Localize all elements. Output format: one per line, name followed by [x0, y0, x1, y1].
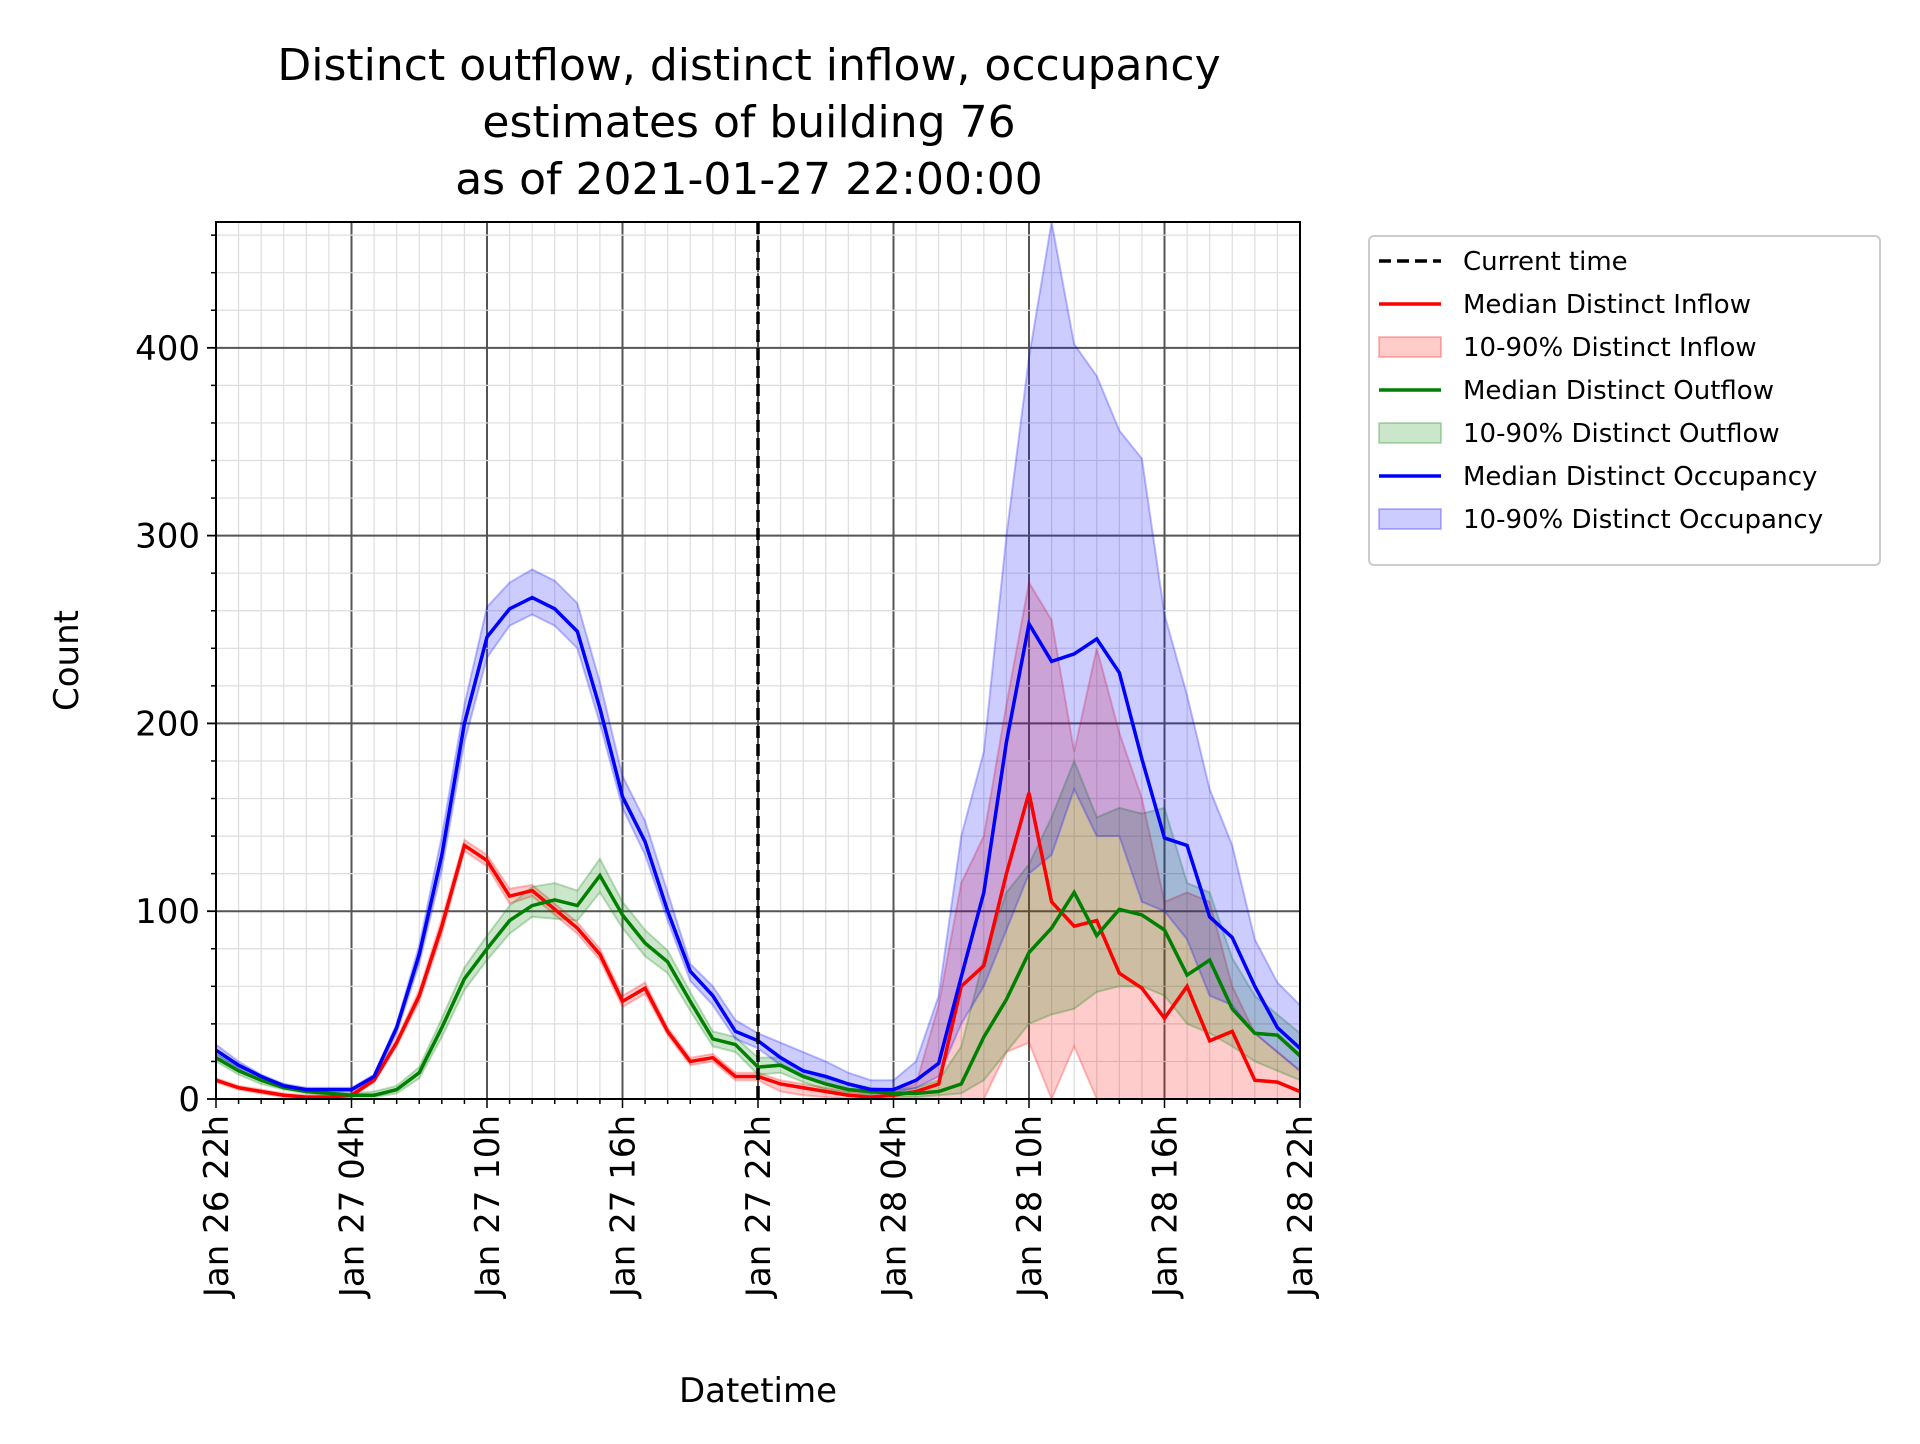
x-tick-label: Jan 28 22h [1281, 1115, 1321, 1299]
line [215, 872, 1302, 1097]
x-tick-label: Jan 27 04h [333, 1115, 373, 1299]
legend-label: Current time [1463, 247, 1628, 277]
y-tick-label: 300 [135, 517, 200, 557]
legend-swatch [1378, 508, 1442, 530]
axes: 0 100 200 300 400 Jan 26 22h Jan 27 04h Jan 27 … [47, 221, 1321, 1411]
x-tick-label: Jan 27 10h [468, 1115, 508, 1299]
legend-label: 10-90% Distinct Occupancy [1463, 505, 1823, 535]
chart-title: estimates of building 76 [482, 97, 1015, 148]
x-tick-label: Jan 27 22h [739, 1115, 779, 1299]
legend-label: Median Distinct Inflow [1463, 290, 1751, 320]
legend-label: Median Distinct Occupancy [1463, 462, 1817, 492]
y-tick-label: 200 [135, 704, 200, 744]
x-tick-label: Jan 28 16h [1146, 1115, 1186, 1299]
chart-title: Distinct outflow, distinct inflow, occup… [277, 40, 1220, 91]
y-tick-label: 400 [135, 329, 200, 369]
x-tick-label: Jan 28 10h [1010, 1115, 1050, 1299]
legend-label: Median Distinct Outflow [1463, 376, 1774, 406]
legend: Current time Median Distinct Inflow 10-90%… [1368, 235, 1881, 566]
chart-title: as of 2021-01-27 22:00:00 [455, 154, 1043, 205]
x-axis-label: Datetime [679, 1371, 837, 1411]
y-axis-label: Count [47, 610, 87, 711]
marks [215, 221, 1302, 1102]
legend-label: 10-90% Distinct Inflow [1463, 333, 1757, 363]
legend-label: 10-90% Distinct Outflow [1463, 419, 1780, 449]
x-tick-label: Jan 28 04h [875, 1115, 915, 1299]
x-tick-label: Jan 27 16h [604, 1115, 644, 1299]
y-tick-label: 100 [135, 892, 200, 932]
y-tick-label: 0 [178, 1080, 200, 1120]
plot-frame [215, 221, 1301, 1100]
x-tick-label: Jan 26 22h [197, 1115, 237, 1299]
legend-swatch [1378, 422, 1442, 444]
legend-box [1368, 235, 1881, 566]
legend-swatch [1378, 336, 1442, 358]
